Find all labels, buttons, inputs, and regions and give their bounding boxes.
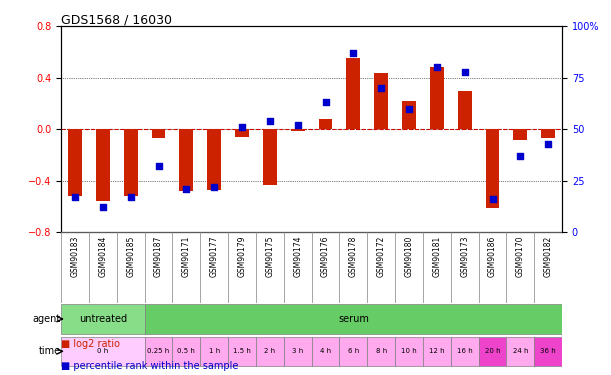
FancyBboxPatch shape	[395, 337, 423, 366]
Text: 6 h: 6 h	[348, 348, 359, 354]
Text: 4 h: 4 h	[320, 348, 331, 354]
Text: GSM90177: GSM90177	[210, 236, 219, 277]
Bar	[180, 129, 193, 191]
Bar	[68, 129, 82, 196]
Point	[181, 186, 191, 192]
Text: 0 h: 0 h	[97, 348, 109, 354]
FancyBboxPatch shape	[367, 337, 395, 366]
Text: 2 h: 2 h	[265, 348, 276, 354]
Text: GSM90187: GSM90187	[154, 236, 163, 277]
FancyBboxPatch shape	[284, 337, 312, 366]
Text: GSM90183: GSM90183	[70, 236, 79, 277]
Bar	[235, 129, 249, 137]
Point	[293, 122, 302, 128]
Bar	[152, 129, 166, 138]
Text: 36 h: 36 h	[540, 348, 556, 354]
FancyBboxPatch shape	[61, 304, 145, 333]
Text: 0.25 h: 0.25 h	[147, 348, 170, 354]
Point	[432, 64, 442, 70]
Bar	[458, 91, 472, 129]
Bar	[207, 129, 221, 190]
Text: time: time	[39, 346, 61, 356]
Text: GSM90175: GSM90175	[265, 236, 274, 277]
Text: untreated: untreated	[79, 314, 127, 324]
Text: 8 h: 8 h	[376, 348, 387, 354]
Point	[70, 194, 80, 200]
Text: GSM90178: GSM90178	[349, 236, 358, 277]
FancyBboxPatch shape	[172, 337, 200, 366]
Text: 10 h: 10 h	[401, 348, 417, 354]
Text: 24 h: 24 h	[513, 348, 528, 354]
Text: GSM90174: GSM90174	[293, 236, 302, 277]
Bar	[486, 129, 500, 208]
Point	[543, 141, 553, 147]
FancyBboxPatch shape	[423, 337, 451, 366]
Text: 20 h: 20 h	[485, 348, 500, 354]
Point	[404, 106, 414, 112]
Bar	[291, 129, 305, 130]
Bar	[318, 119, 332, 129]
Text: GSM90182: GSM90182	[544, 236, 553, 277]
Bar	[430, 68, 444, 129]
Text: GSM90170: GSM90170	[516, 236, 525, 277]
Text: GSM90179: GSM90179	[238, 236, 246, 277]
FancyBboxPatch shape	[256, 337, 284, 366]
Point	[376, 85, 386, 91]
Text: 0.5 h: 0.5 h	[177, 348, 196, 354]
FancyBboxPatch shape	[340, 337, 367, 366]
Text: GSM90172: GSM90172	[377, 236, 386, 277]
FancyBboxPatch shape	[145, 337, 172, 366]
Text: GSM90184: GSM90184	[98, 236, 108, 277]
Bar	[263, 129, 277, 184]
Bar	[513, 129, 527, 140]
Text: GDS1568 / 16030: GDS1568 / 16030	[61, 13, 172, 26]
Point	[210, 184, 219, 190]
Text: 16 h: 16 h	[457, 348, 472, 354]
Bar	[541, 129, 555, 138]
FancyBboxPatch shape	[451, 337, 478, 366]
Point	[460, 69, 470, 75]
Bar	[346, 58, 360, 129]
Text: agent: agent	[33, 314, 61, 324]
Text: GSM90176: GSM90176	[321, 236, 330, 277]
Text: GSM90181: GSM90181	[433, 236, 441, 277]
Text: GSM90173: GSM90173	[460, 236, 469, 277]
Bar	[123, 129, 137, 196]
Point	[153, 163, 163, 169]
Text: GSM90171: GSM90171	[182, 236, 191, 277]
Text: 3 h: 3 h	[292, 348, 303, 354]
Point	[488, 196, 497, 202]
FancyBboxPatch shape	[200, 337, 228, 366]
Bar	[374, 73, 388, 129]
FancyBboxPatch shape	[145, 304, 562, 333]
Point	[516, 153, 525, 159]
FancyBboxPatch shape	[61, 337, 145, 366]
FancyBboxPatch shape	[312, 337, 340, 366]
FancyBboxPatch shape	[534, 337, 562, 366]
FancyBboxPatch shape	[478, 337, 507, 366]
FancyBboxPatch shape	[507, 337, 534, 366]
Point	[265, 118, 275, 124]
Point	[126, 194, 136, 200]
Text: ■ log2 ratio: ■ log2 ratio	[61, 339, 120, 349]
Text: GSM90180: GSM90180	[404, 236, 414, 277]
Bar	[402, 101, 416, 129]
Point	[321, 99, 331, 105]
Text: GSM90186: GSM90186	[488, 236, 497, 277]
Point	[98, 204, 108, 210]
Text: 1.5 h: 1.5 h	[233, 348, 251, 354]
Text: 1 h: 1 h	[208, 348, 220, 354]
Point	[237, 124, 247, 130]
Text: GSM90185: GSM90185	[126, 236, 135, 277]
Text: ■ percentile rank within the sample: ■ percentile rank within the sample	[61, 361, 238, 371]
Text: serum: serum	[338, 314, 369, 324]
Text: 12 h: 12 h	[429, 348, 445, 354]
Bar	[96, 129, 110, 201]
Point	[348, 50, 358, 56]
FancyBboxPatch shape	[228, 337, 256, 366]
